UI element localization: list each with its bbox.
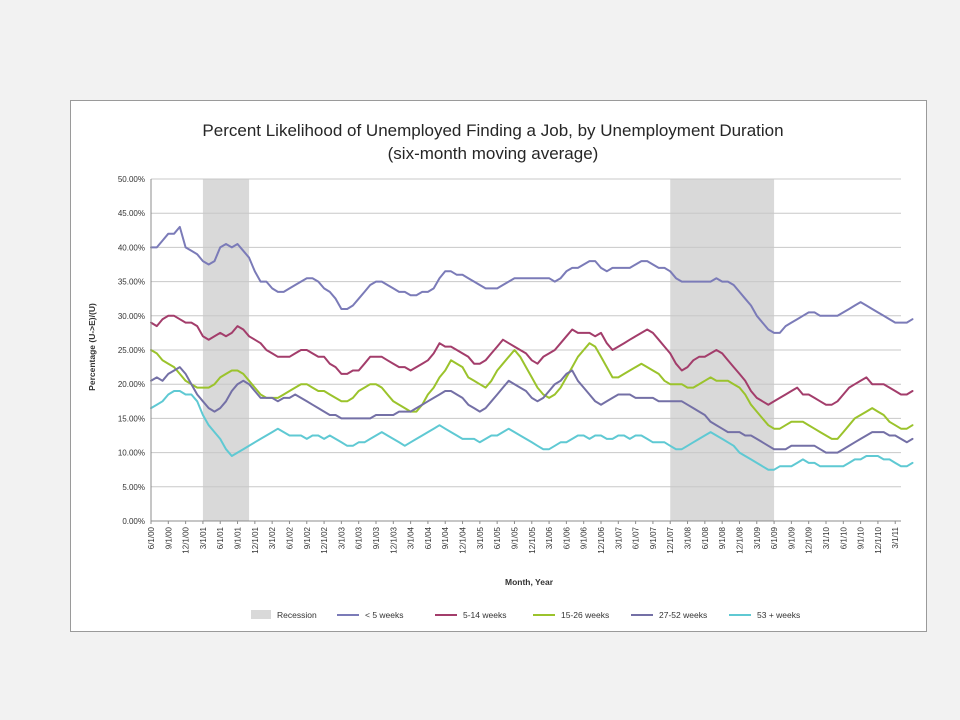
x-tick-label: 3/1/05: [476, 526, 485, 549]
x-tick-label: 12/1/04: [459, 526, 468, 553]
x-tick-label: 3/1/11: [891, 526, 900, 548]
x-tick-label: 6/1/04: [424, 526, 433, 549]
y-tick-label: 0.00%: [122, 517, 145, 526]
y-tick-label: 10.00%: [118, 449, 145, 458]
x-tick-label: 6/1/09: [770, 526, 779, 549]
chart-subtitle: (six-month moving average): [388, 144, 599, 163]
legend-label-1: < 5 weeks: [365, 610, 404, 620]
y-tick-label: 50.00%: [118, 175, 145, 184]
x-tick-label: 9/1/00: [164, 526, 173, 549]
x-tick-label: 9/1/03: [372, 526, 381, 549]
x-tick-labels: 6/1/00 9/1/00 12/1/00 3/1/01 6/1/01 9/1/01 12/…: [147, 521, 900, 554]
x-tick-label: 9/1/06: [580, 526, 589, 549]
gridlines: [151, 178, 901, 488]
legend-label-5: 53 + weeks: [757, 610, 800, 620]
series-line-3: [150, 342, 914, 440]
y-tick-label: 5.00%: [122, 483, 145, 492]
y-tick-label: 35.00%: [118, 278, 145, 287]
x-tick-label: 3/1/10: [822, 526, 831, 549]
x-tick-label: 6/1/10: [839, 526, 848, 549]
x-tick-label: 12/1/06: [597, 526, 606, 553]
legend: Recession < 5 weeks 5-14 weeks 15-26 weeks 2…: [251, 610, 800, 620]
axes: [150, 179, 901, 522]
x-tick-label: 3/1/03: [337, 526, 346, 549]
x-tick-label: 3/1/09: [753, 526, 762, 549]
series-line-5: [150, 390, 914, 471]
x-tick-label: 9/1/05: [510, 526, 519, 549]
x-tick-label: 6/1/08: [701, 526, 710, 549]
x-tick-label: 12/1/00: [182, 526, 191, 553]
x-tick-label: 9/1/07: [649, 526, 658, 549]
x-tick-label: 6/1/06: [562, 526, 571, 549]
legend-label-2: 5-14 weeks: [463, 610, 506, 620]
x-tick-label: 12/1/10: [874, 526, 883, 553]
x-axis-title: Month, Year: [505, 577, 554, 587]
y-tick-label: 15.00%: [118, 414, 145, 423]
y-tick-label: 40.00%: [118, 243, 145, 252]
x-tick-label: 3/1/06: [545, 526, 554, 549]
y-axis-title: Percentage (U->E)/(U): [87, 303, 97, 391]
y-tick-labels: 0.00% 5.00% 10.00% 15.00% 20.00% 25.00% 30.00%…: [118, 175, 145, 526]
x-tick-label: 6/1/07: [632, 526, 641, 549]
legend-label-4: 27-52 weeks: [659, 610, 707, 620]
chart-card: 0.00% 5.00% 10.00% 15.00% 20.00% 25.00% 30.00%…: [70, 100, 927, 632]
x-tick-label: 6/1/03: [355, 526, 364, 549]
x-tick-label: 9/1/01: [234, 526, 243, 549]
x-tick-label: 3/1/04: [407, 526, 416, 549]
series-line-1: [150, 225, 914, 334]
x-tick-label: 12/1/08: [735, 526, 744, 553]
y-tick-label: 20.00%: [118, 380, 145, 389]
y-tick-label: 45.00%: [118, 209, 145, 218]
x-tick-label: 12/1/02: [320, 526, 329, 553]
x-tick-label: 3/1/02: [268, 526, 277, 549]
legend-label-recession: Recession: [277, 610, 317, 620]
series-line-4: [150, 366, 914, 454]
x-tick-label: 6/1/02: [285, 526, 294, 549]
x-tick-label: 3/1/08: [684, 526, 693, 549]
series-lines: [150, 225, 914, 471]
y-tick-label: 25.00%: [118, 346, 145, 355]
x-tick-label: 12/1/09: [805, 526, 814, 553]
x-tick-label: 6/1/01: [216, 526, 225, 549]
series-line-2: [150, 314, 914, 406]
x-tick-label: 6/1/05: [493, 526, 502, 549]
x-tick-label: 9/1/10: [857, 526, 866, 549]
x-tick-label: 12/1/01: [251, 526, 260, 553]
x-tick-label: 9/1/08: [718, 526, 727, 549]
y-tick-label: 30.00%: [118, 312, 145, 321]
x-tick-label: 9/1/02: [303, 526, 312, 549]
x-tick-label: 9/1/09: [787, 526, 796, 549]
x-tick-label: 12/1/03: [389, 526, 398, 553]
legend-swatch-recession: [251, 610, 271, 619]
x-tick-label: 9/1/04: [441, 526, 450, 549]
x-tick-label: 3/1/01: [199, 526, 208, 549]
line-chart: 0.00% 5.00% 10.00% 15.00% 20.00% 25.00% 30.00%…: [87, 121, 914, 620]
x-tick-label: 12/1/07: [666, 526, 675, 553]
x-tick-label: 6/1/00: [147, 526, 156, 549]
chart-title: Percent Likelihood of Unemployed Finding…: [202, 121, 783, 140]
legend-label-3: 15-26 weeks: [561, 610, 609, 620]
x-tick-label: 12/1/05: [528, 526, 537, 553]
x-tick-label: 3/1/07: [614, 526, 623, 549]
